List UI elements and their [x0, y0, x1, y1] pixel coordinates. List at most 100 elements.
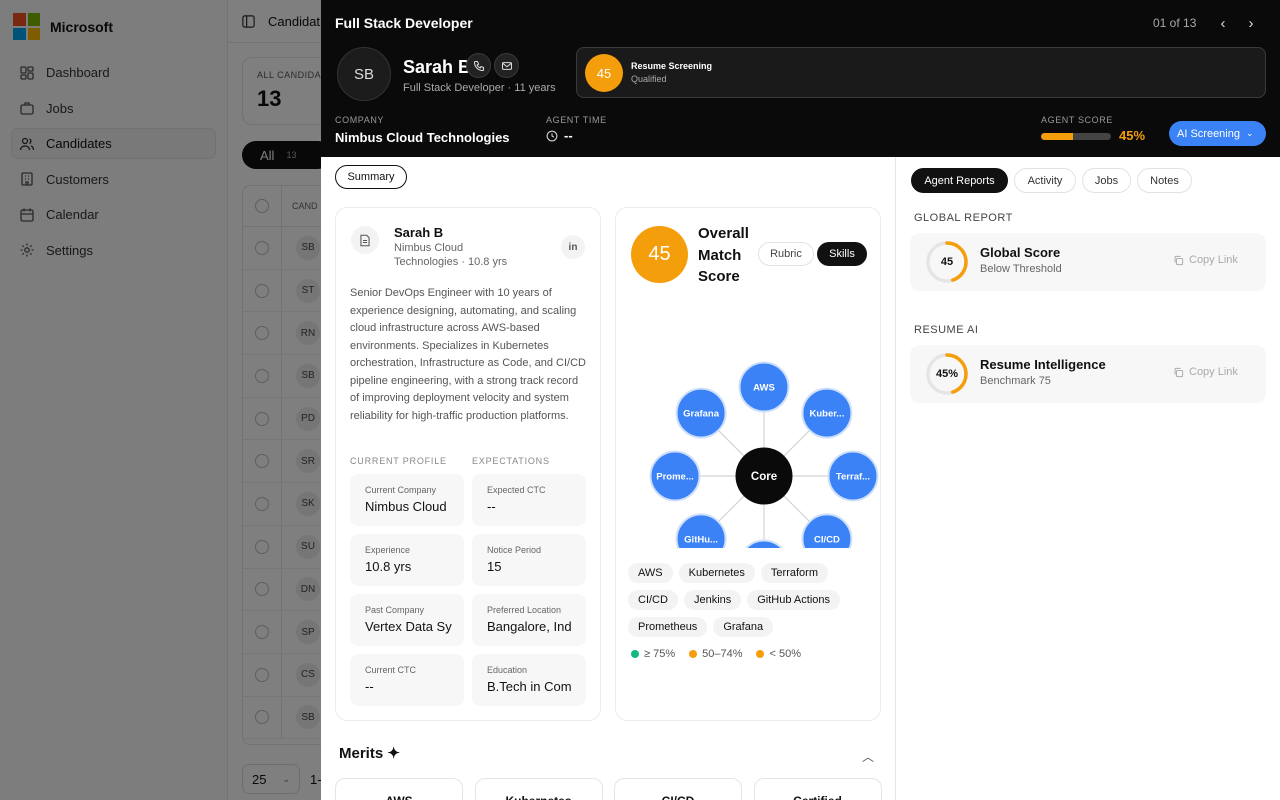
skill-node[interactable] — [827, 450, 879, 502]
chevron-right-icon: › — [1248, 14, 1254, 32]
skill-chip: Kubernetes — [678, 563, 755, 583]
merit-card[interactable]: CI/CD — [614, 778, 742, 800]
legend-dot — [631, 650, 639, 658]
skill-chip: Jenkins — [683, 590, 742, 610]
skill-chip: Terraform — [760, 563, 828, 583]
resume-score-ring — [926, 353, 968, 395]
candidate-subtitle: Full Stack Developer · 11 years — [403, 82, 556, 94]
copy-link-label: Copy Link — [1189, 254, 1238, 266]
skill-node[interactable] — [801, 513, 853, 548]
copy-icon — [1174, 367, 1184, 377]
reports-panel: Agent Reports Activity Jobs Notes GLOBAL… — [897, 157, 1280, 800]
skill-node[interactable] — [740, 539, 789, 549]
match-score-badge: 45 — [631, 226, 688, 283]
agent-score-fill — [1041, 133, 1073, 140]
global-score-title: Global Score — [980, 245, 1061, 260]
call-button[interactable] — [466, 53, 491, 78]
field-label: Notice Period — [487, 545, 542, 555]
match-score-card: 45 Overall Match Score Rubric Skills AWS… — [615, 207, 881, 721]
global-score-ring — [926, 241, 968, 283]
skill-node[interactable] — [675, 387, 727, 439]
field-value: B.Tech in Com — [487, 679, 572, 694]
skill-node[interactable] — [738, 361, 790, 413]
profile-name: Sarah B — [394, 225, 444, 240]
resume-intelligence-card: 45% Resume Intelligence Benchmark 75 Cop… — [910, 345, 1266, 403]
skill-node-label: Terraf... — [836, 472, 870, 483]
tab-agent-reports[interactable]: Agent Reports — [911, 168, 1008, 193]
tab-summary[interactable]: Summary — [335, 165, 407, 189]
global-report-label: GLOBAL REPORT — [914, 212, 1013, 224]
chevron-up-icon: ︿ — [862, 750, 875, 764]
screening-title: Resume Screening — [631, 61, 713, 71]
merits-title: Merits ✦ — [339, 745, 400, 762]
skills-toggle[interactable]: Skills — [817, 242, 867, 266]
match-score-title: Overall Match Score — [698, 225, 749, 285]
copy-icon — [1174, 255, 1184, 265]
tab-activity[interactable]: Activity — [1014, 168, 1076, 193]
profile-field: Current CTC -- — [350, 654, 464, 706]
field-label: Education — [487, 665, 528, 675]
ai-screening-label: AI Screening — [1177, 127, 1240, 140]
skill-node-label: GitHu... — [684, 534, 718, 545]
avatar: SB — [337, 47, 391, 101]
next-candidate-button[interactable]: › — [1242, 14, 1260, 32]
skill-node[interactable] — [649, 450, 701, 502]
core-node — [735, 447, 793, 505]
resume-score-value: 45% — [935, 368, 959, 380]
expectations-label: EXPECTATIONS — [472, 456, 550, 466]
skill-node-label: Prome... — [656, 472, 694, 483]
screening-score-badge: 45 — [585, 54, 623, 92]
legend-label: 50–74% — [702, 648, 743, 660]
legend-item: 50–74% — [689, 648, 742, 660]
copy-link-button[interactable]: Copy Link — [1173, 366, 1238, 378]
linkedin-icon[interactable]: in — [561, 235, 585, 259]
tab-jobs[interactable]: Jobs — [1082, 168, 1131, 193]
legend-dot — [689, 650, 698, 658]
phone-icon — [473, 60, 484, 71]
resume-benchmark: Benchmark 75 — [980, 375, 1051, 387]
email-button[interactable] — [494, 53, 519, 78]
profile-field: Expected CTC -- — [472, 474, 586, 526]
prev-candidate-button[interactable]: ‹ — [1214, 14, 1232, 32]
rubric-toggle[interactable]: Rubric — [758, 242, 814, 266]
profile-bio: Senior DevOps Engineer with 10 years of … — [350, 287, 586, 422]
summary-section: Summary Sarah B Nimbus Cloud Technologie… — [321, 157, 896, 800]
job-title: Full Stack Developer — [335, 15, 473, 31]
ai-screening-dropdown[interactable]: AI Screening ⌄ — [1169, 121, 1266, 146]
clock-icon — [546, 130, 558, 142]
field-label: Experience — [365, 545, 411, 555]
resume-intelligence-title: Resume Intelligence — [980, 357, 1106, 372]
field-label: Current CTC — [365, 665, 417, 675]
global-score-value: 45 — [940, 256, 954, 268]
field-label: Preferred Location — [487, 605, 562, 615]
profile-field: Experience 10.8 yrs — [350, 534, 464, 586]
field-value: Nimbus Cloud — [365, 499, 447, 514]
resume-screening-card[interactable]: 45 Resume Screening Qualified — [576, 47, 1266, 98]
skill-node[interactable] — [801, 387, 853, 439]
field-value: Vertex Data Sy — [365, 619, 452, 634]
candidate-name: Sarah B — [403, 57, 472, 77]
skill-chips: AWS Kubernetes Terraform CI/CD Jenkins GitHub… — [628, 563, 868, 637]
field-value: -- — [365, 679, 374, 694]
field-label: Expected CTC — [487, 485, 546, 495]
merit-card[interactable]: AWS — [335, 778, 463, 800]
skill-node[interactable] — [675, 513, 727, 548]
merit-card[interactable]: Certified — [753, 778, 882, 800]
copy-link-button[interactable]: Copy Link — [1173, 254, 1238, 266]
tab-notes[interactable]: Notes — [1137, 168, 1192, 193]
collapse-merits-button[interactable]: ︿ — [862, 748, 874, 765]
skill-chip: Prometheus — [628, 617, 708, 637]
legend-label: < 50% — [769, 648, 801, 660]
field-label: Past Company — [365, 605, 425, 615]
global-score-card: 45 Global Score Below Threshold Copy Lin… — [910, 233, 1266, 291]
legend-item: < 50% — [756, 648, 801, 660]
profile-field: Preferred Location Bangalore, Ind — [472, 594, 586, 646]
profile-field: Notice Period 15 — [472, 534, 586, 586]
skill-chip: AWS — [628, 563, 673, 583]
merit-card[interactable]: Kubernetes — [474, 778, 603, 800]
skill-chip: GitHub Actions — [747, 590, 841, 610]
chevron-down-icon: ⌄ — [1245, 128, 1254, 138]
company-label: COMPANY — [335, 115, 385, 125]
skill-chip: Grafana — [713, 617, 774, 637]
agent-time-label: AGENT TIME — [546, 115, 607, 125]
